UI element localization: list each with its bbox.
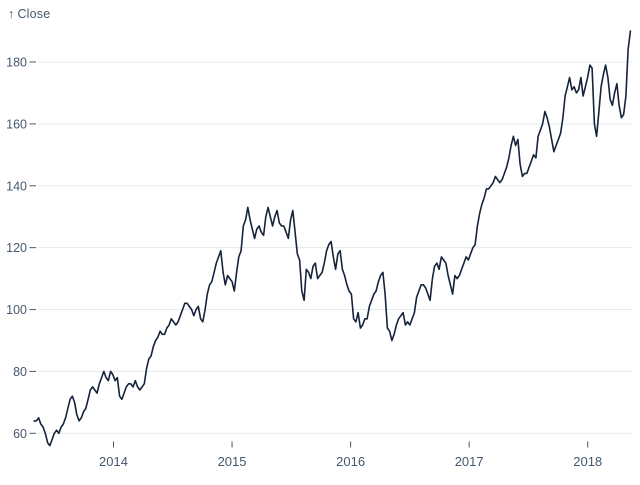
- x-tick-label: 2018: [573, 454, 602, 469]
- up-arrow-icon: ↑: [8, 7, 15, 21]
- y-tick-label: 60: [13, 427, 27, 441]
- x-tick-label: 2015: [218, 454, 247, 469]
- x-tick-label: 2016: [336, 454, 365, 469]
- x-tick-label: 2017: [455, 454, 484, 469]
- y-tick-label: 180: [6, 56, 27, 70]
- y-tick-label: 140: [6, 179, 27, 193]
- x-tick-label: 2014: [99, 454, 128, 469]
- y-tick-label: 100: [6, 303, 27, 317]
- y-axis-caption: ↑ Close: [8, 7, 50, 21]
- price-line: [33, 30, 632, 447]
- y-tick-label: 80: [13, 365, 27, 379]
- y-tick-label: 120: [6, 241, 27, 255]
- y-tick-label: 160: [6, 117, 27, 131]
- y-axis-caption-label: Close: [17, 7, 51, 21]
